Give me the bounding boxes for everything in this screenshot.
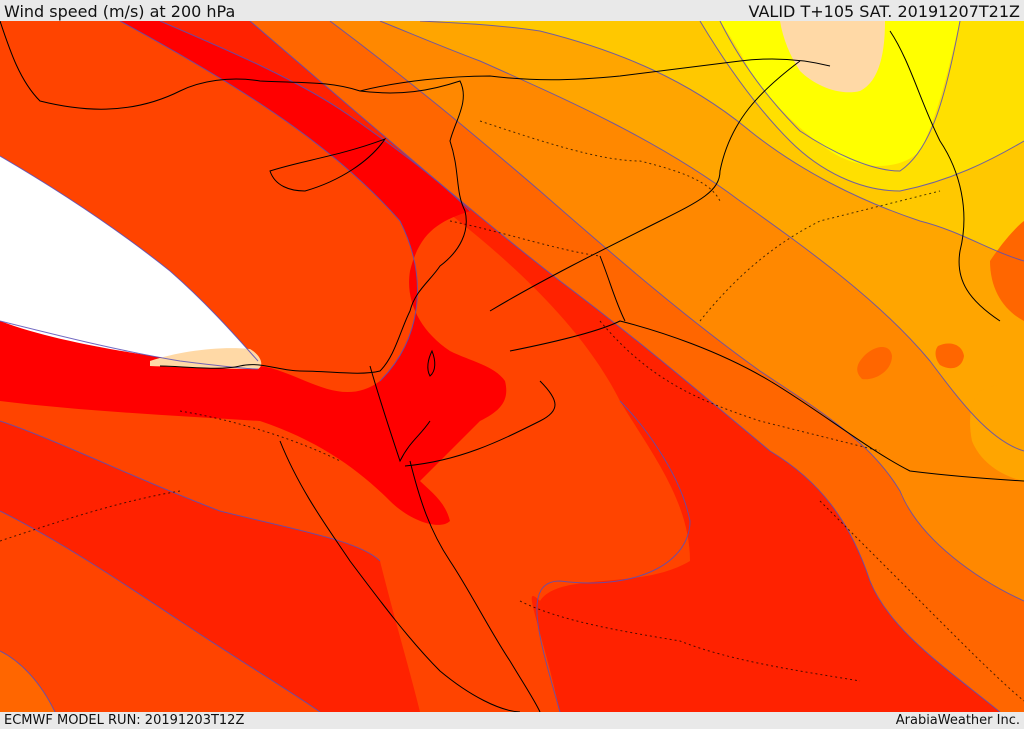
jordan-saudi-border — [599, 255, 626, 322]
wind-speed-field — [0, 21, 1024, 712]
red-sea-west-coast — [279, 440, 521, 712]
map-title: Wind speed (m/s) at 200 hPa — [4, 2, 236, 21]
contour-lines — [0, 21, 1024, 712]
band-bright-yellow — [720, 21, 960, 166]
coastlines-borders — [0, 21, 1024, 712]
sinai-coast — [369, 365, 431, 463]
iran-iraq-border — [889, 30, 1001, 322]
pocket-orange-right — [990, 221, 1024, 321]
northern-border — [359, 58, 831, 92]
coastline-levant-egypt — [0, 21, 467, 374]
iraq-jordan-border — [509, 320, 1024, 482]
band-white-low — [0, 156, 258, 364]
cyprus — [269, 137, 387, 192]
pocket-amber-right — [970, 383, 1024, 481]
band-light-low — [150, 348, 262, 369]
red-sea-east-coast — [409, 460, 541, 712]
saudi-jordan-south — [404, 380, 556, 467]
band-light-top — [780, 21, 885, 93]
syria-iraq-border — [489, 60, 801, 312]
internal-borders — [0, 120, 1024, 702]
sea-of-galilee — [427, 349, 436, 377]
header-bar — [0, 0, 1024, 21]
footer-bar — [0, 712, 1024, 729]
model-run-label: ECMWF MODEL RUN: 20191203T12Z — [4, 713, 245, 728]
valid-time: VALID T+105 SAT. 20191207T21Z — [748, 2, 1020, 21]
credit-label: ArabiaWeather Inc. — [895, 713, 1020, 728]
band-orange-red-lower-left — [0, 511, 320, 712]
pocket-small-2 — [935, 343, 964, 369]
band-orange-corner — [0, 651, 55, 712]
pocket-small-1 — [857, 346, 892, 380]
